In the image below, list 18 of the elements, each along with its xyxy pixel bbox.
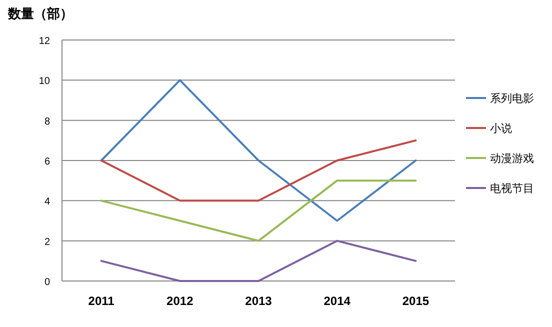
legend-label: 动漫游戏 bbox=[490, 152, 534, 165]
legend-label: 小说 bbox=[490, 122, 512, 135]
y-tick-label: 8 bbox=[44, 116, 50, 128]
x-tick-label: 2015 bbox=[402, 294, 430, 308]
y-tick-label: 2 bbox=[44, 236, 50, 248]
y-tick-label: 12 bbox=[38, 36, 50, 47]
x-tick-label: 2013 bbox=[245, 294, 272, 308]
y-tick-label: 0 bbox=[44, 277, 50, 288]
x-tick-label: 2012 bbox=[166, 294, 194, 308]
x-tick-label: 2014 bbox=[324, 294, 351, 308]
y-tick-label: 4 bbox=[44, 196, 50, 208]
y-tick-label: 6 bbox=[44, 156, 50, 168]
y-tick-label: 10 bbox=[38, 76, 50, 88]
x-tick-label: 2011 bbox=[88, 294, 115, 308]
legend-label: 电视节目 bbox=[490, 182, 534, 195]
line-series bbox=[100, 180, 417, 242]
legend-label: 系列电影 bbox=[490, 92, 534, 105]
y-axis-title: 数量（部） bbox=[7, 6, 73, 21]
